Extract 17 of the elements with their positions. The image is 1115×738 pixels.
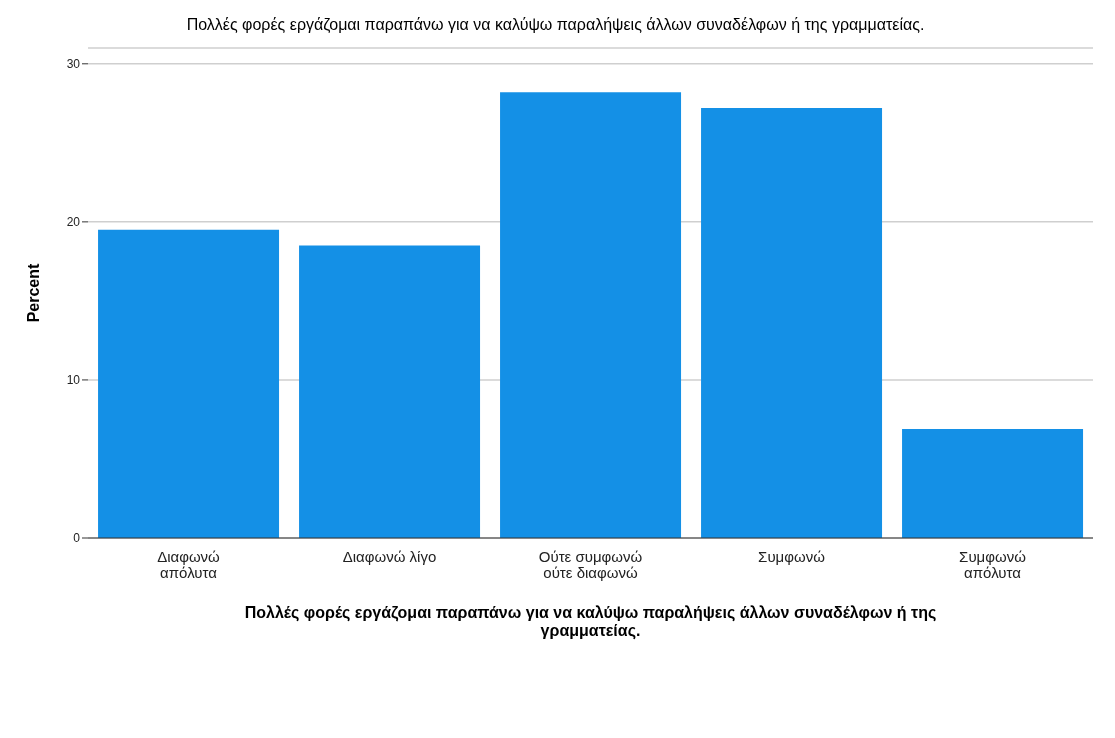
- bar: [98, 229, 280, 538]
- x-tick-label: Συμφωνώ απόλυτα: [959, 548, 1027, 581]
- x-tick-label: Ούτε συμφωνώ ούτε διαφωνώ: [538, 548, 643, 581]
- bar: [701, 108, 883, 538]
- y-axis-title: Percent: [24, 262, 42, 323]
- chart-title: Πολλές φορές εργάζομαι παραπάνω για να καλύψω παραλήψεις άλλων συναδέλφων ή της γραμματείας.: [185, 15, 926, 35]
- x-tick-label: Διαφωνώ απόλυτα: [157, 548, 221, 581]
- x-tick-label: Συμφωνώ: [758, 548, 826, 565]
- y-tick-label: 10: [66, 373, 81, 388]
- bar: [902, 428, 1084, 538]
- bar: [299, 245, 481, 538]
- x-tick-label: Διαφωνώ λίγο: [342, 548, 437, 565]
- x-axis-title: Πολλές φορές εργάζομαι παραπάνω για να καλύψω παραλήψεις άλλων συναδέλφων ή της γραμματείας.: [243, 603, 938, 640]
- y-tick-label: 20: [66, 215, 81, 230]
- y-tick-label: 0: [73, 531, 81, 546]
- y-tick-label: 30: [66, 57, 81, 72]
- bar: [500, 92, 682, 538]
